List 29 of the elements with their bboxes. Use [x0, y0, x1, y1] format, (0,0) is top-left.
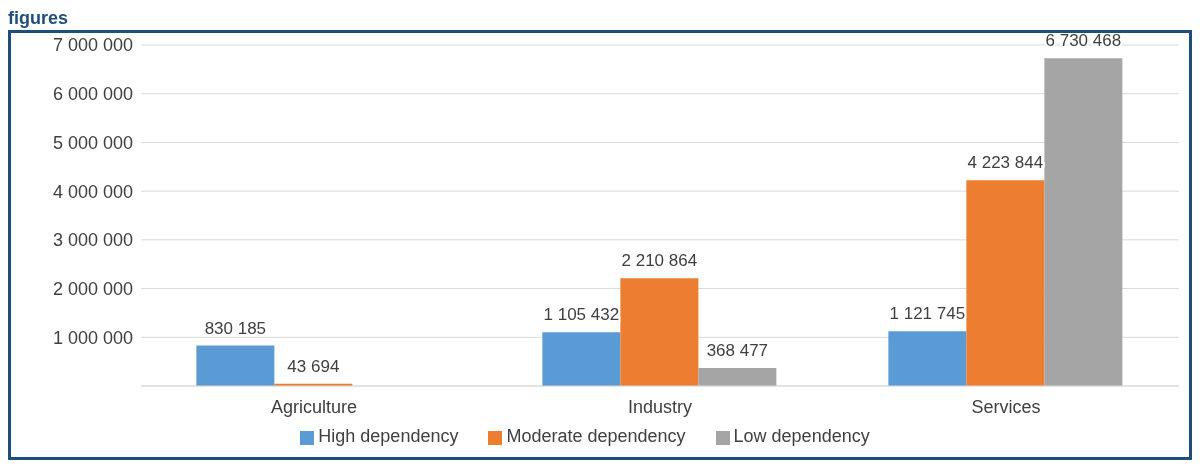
x-tick-label: Services [971, 396, 1041, 417]
legend-label: Low dependency [733, 426, 870, 446]
data-label: 6 730 468 [1045, 31, 1122, 51]
data-label: 1 121 745 [889, 304, 966, 324]
data-label: 4 223 844 [967, 153, 1044, 173]
y-tick-label: 1 000 000 [52, 327, 133, 348]
y-tick-label: 5 000 000 [52, 132, 133, 153]
x-tick-label: Agriculture [270, 396, 358, 417]
x-tick-label: Industry [627, 396, 693, 417]
legend-label: Moderate dependency [506, 426, 686, 446]
chart-title: figures [8, 8, 69, 30]
bar [620, 278, 699, 386]
data-label: 830 185 [204, 318, 267, 338]
data-label: 2 210 864 [621, 251, 698, 271]
y-tick-label: 4 000 000 [52, 181, 133, 202]
y-tick-label: 3 000 000 [52, 230, 133, 251]
bar [888, 331, 967, 386]
data-label: 43 694 [287, 356, 340, 376]
bar [542, 332, 621, 386]
y-tick-label: 6 000 000 [52, 84, 133, 105]
bar [698, 368, 777, 386]
bar [1044, 58, 1123, 386]
y-tick-label: 2 000 000 [52, 278, 133, 299]
data-label: 1 105 432 [543, 305, 620, 325]
y-tick-label: 7 000 000 [52, 35, 133, 56]
bar [196, 345, 275, 386]
bar [966, 180, 1045, 386]
legend-label: High dependency [318, 426, 459, 446]
data-label: 368 477 [706, 341, 769, 361]
